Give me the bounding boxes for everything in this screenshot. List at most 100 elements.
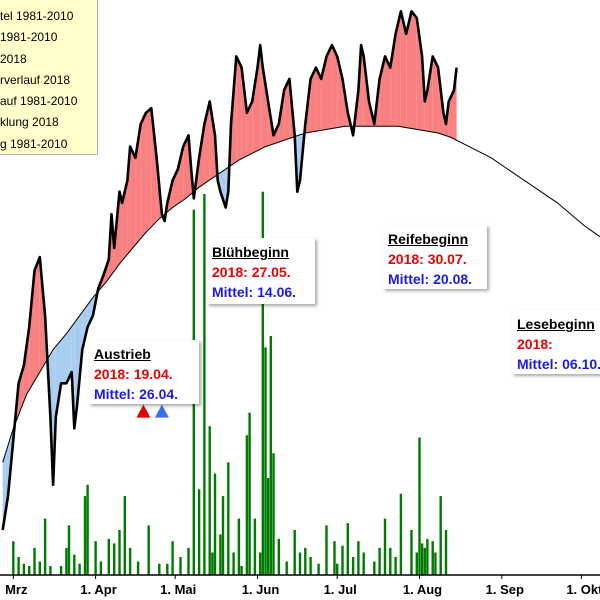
precip-bar <box>65 547 68 575</box>
precip-bar <box>240 566 243 575</box>
warm-anomaly-segment <box>262 67 269 148</box>
warm-anomaly-segment <box>236 56 242 162</box>
precip-bar <box>415 552 418 575</box>
warm-anomaly-segment <box>403 22 407 128</box>
warm-anomaly-segment <box>146 108 152 233</box>
x-axis: Mrz 1. Apr 1. Mai 1. Jun 1. Jul 1. Aug 1. Sep 1… <box>0 574 600 597</box>
precip-bar <box>179 557 182 575</box>
precip-bar <box>426 538 429 575</box>
precip-bar <box>213 473 217 575</box>
precip-bar <box>203 193 206 575</box>
precip-bar <box>237 518 241 575</box>
precip-bar <box>67 525 71 575</box>
annotation-title: Lesebeginn <box>517 316 595 332</box>
precip-bar <box>444 529 448 575</box>
precip-bar <box>399 493 403 575</box>
warm-anomaly-segment <box>448 90 454 139</box>
precip-bar <box>123 496 126 575</box>
warm-anomaly-segment <box>130 146 136 252</box>
precip-bar <box>357 541 360 575</box>
precip-bar <box>293 529 296 575</box>
precip-bar <box>418 437 421 575</box>
precip-bar <box>232 552 235 575</box>
warm-anomaly-segment <box>400 11 404 128</box>
precip-bar <box>166 563 169 575</box>
warm-anomaly-segment <box>183 135 189 201</box>
warm-anomaly-segment <box>246 101 253 156</box>
cold-anomaly-segment <box>220 169 226 208</box>
warm-anomaly-segment <box>411 11 417 130</box>
precip-bar <box>171 541 174 575</box>
x-tick-label: 1. Jul <box>324 582 357 597</box>
precip-bar <box>304 547 307 575</box>
legend-item: g 1981-2010 <box>0 136 68 151</box>
annotation-mittel: Mittel: 06.10. <box>517 356 600 372</box>
legend-item: tel 1981-2010 <box>0 9 74 23</box>
precip-bar <box>434 552 437 575</box>
mean-line <box>2 125 600 463</box>
legend-item: 2018 <box>0 51 27 66</box>
precip-bar <box>118 529 121 575</box>
warm-anomaly-segment <box>432 56 439 133</box>
precip-bar <box>423 547 426 575</box>
precip-bar <box>298 552 302 575</box>
marker-mittel <box>154 404 169 418</box>
cold-anomaly-segment <box>87 297 93 327</box>
precip-bar <box>383 518 387 575</box>
precip-bar <box>272 453 275 575</box>
precip-bar <box>264 347 267 575</box>
warm-anomaly-segment <box>252 67 258 154</box>
legend-item: rverlauf 2018 <box>0 72 71 87</box>
precipitation-bars <box>12 191 448 575</box>
precip-bar <box>389 547 392 575</box>
precip-bar <box>43 518 47 575</box>
precip-bar <box>277 538 280 575</box>
annotation-mittel: Mittel: 20.08. <box>388 271 473 287</box>
precip-bar <box>285 561 288 575</box>
warm-anomaly-segment <box>395 11 401 127</box>
precip-bar <box>341 545 344 575</box>
precip-bar <box>420 543 424 575</box>
precip-bar <box>410 529 413 575</box>
warm-anomaly-segment <box>385 56 391 127</box>
precip-bar <box>221 496 225 575</box>
precip-bar <box>94 541 97 575</box>
annotation-mittel: Mittel: 26.04. <box>94 386 179 402</box>
warm-anomaly-segment <box>427 56 433 133</box>
warm-anomaly-segment <box>18 365 24 415</box>
precip-bar <box>394 557 397 575</box>
warm-anomaly-segment <box>140 112 146 239</box>
precip-bar <box>439 496 442 575</box>
precip-bar <box>219 534 222 575</box>
precip-bar <box>99 561 103 575</box>
x-tick-label: 1. Apr <box>80 582 116 597</box>
precip-bar <box>28 566 31 575</box>
precip-bar <box>333 541 336 575</box>
legend-item: auf 1981-2010 <box>0 94 78 109</box>
warm-anomaly-segment <box>119 191 123 264</box>
warm-anomaly-segment <box>406 11 412 129</box>
precip-bar <box>38 561 41 575</box>
x-tick-label: 1. Mai <box>160 582 196 597</box>
annotation-lesebeginn: Lesebeginn 2018: Mittel: 06.10. <box>512 310 600 374</box>
precip-bar <box>336 563 339 575</box>
annotation-2018: 2018: 27.05. <box>212 264 291 280</box>
precip-bar <box>245 435 249 575</box>
x-tick-label: 1. Okt <box>566 582 600 597</box>
cold-anomaly-segment <box>55 340 62 418</box>
annotation-title: Reifebeginn <box>388 231 469 247</box>
precip-bar <box>107 538 110 575</box>
precip-bar <box>78 563 81 575</box>
cold-anomaly-segment <box>66 326 72 384</box>
warm-anomaly-segment <box>315 67 322 132</box>
precip-bar <box>346 523 349 575</box>
warm-anomaly-segment <box>209 101 215 180</box>
precip-bar <box>208 426 211 575</box>
annotation-austrieb: Austrieb 2018: 19.04. Mittel: 26.04. <box>89 340 199 404</box>
precip-bar <box>86 484 89 575</box>
warm-anomaly-segment <box>29 270 35 391</box>
precip-bar <box>187 547 190 575</box>
warm-anomaly-segment <box>284 78 290 141</box>
precip-bar <box>317 563 320 575</box>
annotation-title: Blühbeginn <box>212 244 289 260</box>
